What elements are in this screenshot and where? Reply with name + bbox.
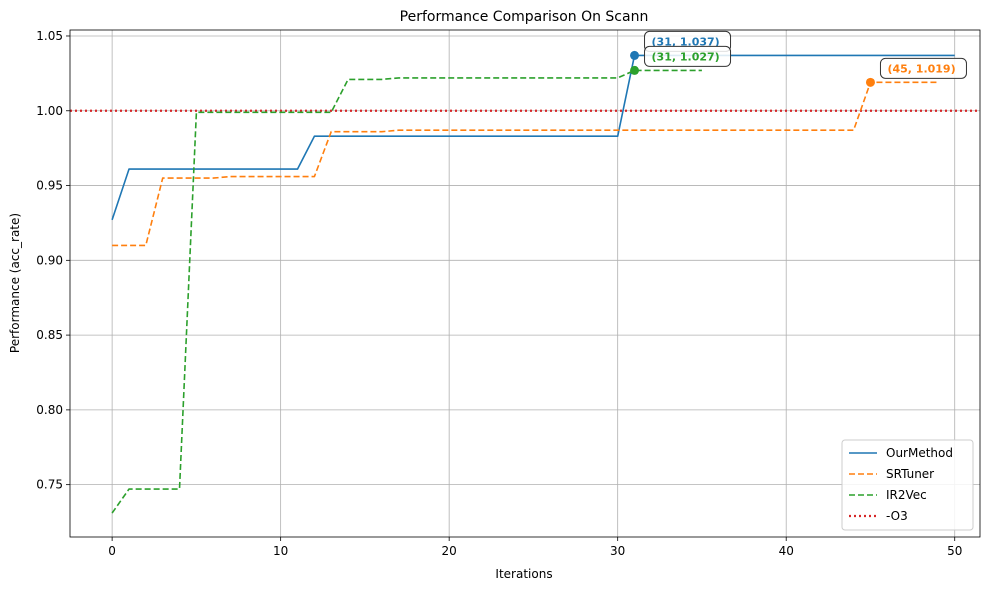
series-line-ourmethod — [111, 54, 955, 221]
y-tick-label: 0.85 — [36, 328, 63, 342]
legend-label: OurMethod — [886, 446, 953, 460]
highlight-marker — [630, 50, 640, 60]
series-lines — [111, 54, 955, 514]
chart-title: Performance Comparison On Scann — [400, 9, 649, 25]
x-tick-label: 40 — [779, 544, 794, 558]
highlight-marker — [865, 77, 875, 87]
x-tick-label: 50 — [947, 544, 962, 558]
annotation-label: (31, 1.037) — [652, 35, 720, 48]
y-tick-label: 1.05 — [36, 29, 63, 43]
plot-area — [69, 29, 981, 538]
y-axis-label: Performance (acc_rate) — [8, 213, 22, 353]
legend-label: IR2Vec — [886, 488, 927, 502]
highlight-markers — [630, 50, 875, 87]
annotation-box — [879, 57, 967, 79]
legend-label: SRTuner — [886, 467, 934, 481]
legend-label: -O3 — [886, 509, 908, 523]
legend-box — [841, 439, 974, 531]
y-tick-label: 0.75 — [36, 478, 63, 492]
x-axis-label: Iterations — [495, 567, 552, 581]
legend: OurMethod SRTuner IR2Vec -O3 — [841, 439, 974, 531]
y-tick-label: 0.95 — [36, 179, 63, 193]
x-tick-label: 20 — [442, 544, 457, 558]
annotation-box — [644, 45, 732, 67]
annotation-label: (45, 1.019) — [887, 62, 955, 75]
annotation-label: (31, 1.027) — [652, 50, 720, 63]
annotations: (31, 1.037) (31, 1.027) (45, 1.019) — [644, 30, 967, 79]
axis-ticks: 0 10 20 30 40 50 0.75 0.80 0.85 0.90 0.95 1.00 1.05 — [36, 29, 962, 558]
series-line-ir2vec — [111, 69, 702, 514]
y-tick-label: 0.90 — [36, 253, 63, 267]
x-tick-label: 0 — [108, 544, 116, 558]
x-tick-label: 10 — [273, 544, 288, 558]
y-tick-label: 1.00 — [36, 104, 63, 118]
series-line-srtuner — [112, 81, 938, 247]
y-tick-label: 0.80 — [36, 403, 63, 417]
highlight-marker — [630, 65, 640, 75]
x-tick-label: 30 — [610, 544, 625, 558]
